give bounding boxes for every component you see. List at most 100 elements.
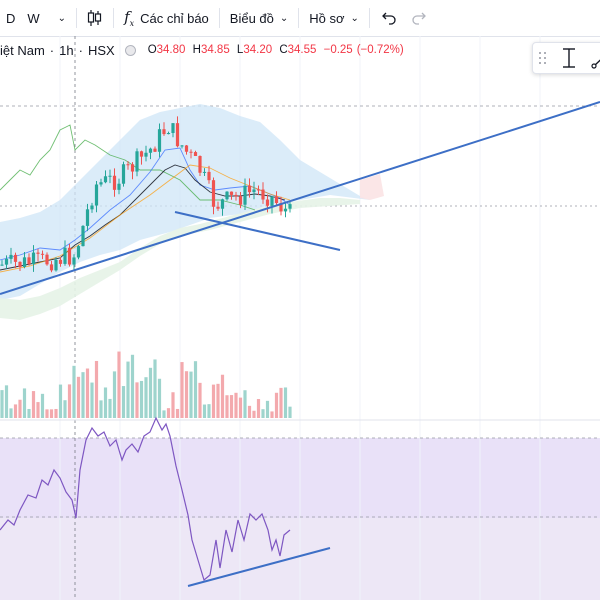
candle-body	[189, 151, 193, 153]
volume-bar	[130, 354, 135, 418]
open-label: O	[147, 44, 157, 56]
low-value: 34.20	[243, 44, 273, 56]
volume-bar	[135, 382, 139, 418]
candle-body	[234, 194, 238, 197]
candle-body	[9, 254, 13, 259]
fx-icon: fx	[124, 8, 135, 28]
candle-body	[0, 264, 4, 266]
volume-bar	[166, 408, 171, 418]
volume-bar	[67, 384, 72, 418]
candle-body	[18, 261, 22, 267]
ichimoku-cloud-red	[360, 174, 384, 200]
volume-bar	[45, 409, 49, 418]
candle-body	[288, 204, 292, 209]
candle-body	[220, 199, 225, 209]
toolbar-divider	[368, 8, 370, 28]
candle-body	[184, 145, 189, 152]
candle-body	[148, 148, 153, 153]
volume-bar	[283, 387, 288, 418]
trendline-resistance[interactable]	[174, 211, 341, 251]
volume-bar	[40, 393, 45, 418]
close-label: C	[279, 44, 288, 56]
candle-body	[49, 264, 54, 271]
volume-bar	[85, 368, 90, 418]
volume-bar	[265, 400, 270, 418]
candle-body	[256, 189, 261, 191]
volume-bar	[229, 395, 234, 418]
high-value: 34.85	[200, 44, 230, 56]
candle-body	[4, 258, 9, 265]
drag-handle-icon[interactable]	[537, 48, 549, 68]
volume-bar	[225, 395, 229, 418]
candle-body	[90, 205, 94, 210]
volume-bar	[279, 387, 283, 418]
volume-bar	[198, 382, 202, 418]
volume-bar	[175, 408, 180, 418]
vertical-measure-icon[interactable]	[557, 46, 581, 70]
candle-body	[85, 209, 90, 226]
volume-bar	[139, 380, 144, 418]
volume-bar	[72, 365, 76, 418]
candle-body	[207, 171, 211, 181]
volume-bar	[126, 361, 130, 418]
volume-bar	[117, 351, 121, 418]
volume-bar	[112, 371, 117, 418]
candle-body	[211, 180, 216, 207]
candle-body	[229, 191, 234, 195]
profile-label: Hồ sơ	[309, 10, 345, 26]
chart-type-button[interactable]	[81, 0, 109, 36]
top-toolbar: D W ⌄ fx Các chỉ báo Biểu đồ ⌄ Hồ sơ ⌄	[0, 0, 600, 37]
volume-bar	[171, 392, 175, 418]
volume-bar	[99, 400, 103, 418]
volume-bar	[202, 404, 207, 418]
interval-day-button[interactable]: D	[0, 0, 21, 36]
candle-body	[198, 156, 202, 173]
candle-body	[112, 175, 117, 190]
volume-bar	[148, 367, 153, 418]
chevron-down-icon: ⌄	[279, 12, 289, 24]
volume-bar	[9, 408, 13, 418]
candle-body	[180, 145, 184, 147]
interval-dropdown-button[interactable]: ⌄	[46, 0, 72, 36]
indicators-button[interactable]: fx Các chỉ báo	[118, 0, 215, 36]
candle-body	[274, 196, 279, 204]
interval-week-button[interactable]: W	[21, 0, 45, 36]
rsi-trendline[interactable]	[187, 547, 331, 587]
candle-body	[261, 189, 265, 200]
chart-canvas[interactable]	[0, 36, 600, 600]
volume-bar	[121, 386, 126, 418]
candle-body	[144, 152, 148, 157]
undo-icon	[382, 12, 396, 25]
change-percent: (−0.72%)	[356, 44, 404, 56]
candle-body	[216, 206, 220, 209]
volume-bar	[153, 359, 157, 418]
charts-menu-button[interactable]: Biểu đồ ⌄	[224, 0, 294, 36]
candlestick-series	[0, 116, 292, 273]
volume-bar	[144, 377, 148, 418]
candle-body	[157, 129, 162, 152]
candle-body	[94, 184, 99, 206]
volume-bar	[18, 399, 22, 418]
candle-body	[270, 196, 274, 206]
undo-button[interactable]	[374, 0, 404, 36]
symbol-name[interactable]: iệt Nam	[0, 42, 45, 58]
ohlc-values: O34.80 H34.85 L34.20 C34.55 −0.25 (−0.72%…	[148, 44, 408, 56]
symbol-interval: 1h	[59, 42, 74, 58]
trendline-support[interactable]	[0, 101, 600, 295]
redo-button[interactable]	[404, 0, 434, 36]
redo-icon	[412, 12, 426, 25]
candle-body	[243, 185, 247, 205]
profile-menu-button[interactable]: Hồ sơ ⌄	[303, 0, 365, 36]
volume-bar	[36, 402, 40, 418]
candle-body	[45, 254, 49, 265]
candle-body	[63, 247, 67, 264]
toolbar-divider	[113, 8, 115, 28]
legend-separator: ·	[49, 42, 55, 58]
volume-bar	[76, 376, 81, 418]
indicators-label: Các chỉ báo	[140, 10, 209, 26]
symbol-legend: iệt Nam · 1h · HSX O34.80 H34.85 L34.20 …	[0, 40, 408, 60]
trendline-icon[interactable]	[591, 46, 600, 70]
candle-body	[22, 257, 27, 267]
volume-bar	[54, 408, 58, 418]
toolbar-divider	[76, 8, 78, 28]
